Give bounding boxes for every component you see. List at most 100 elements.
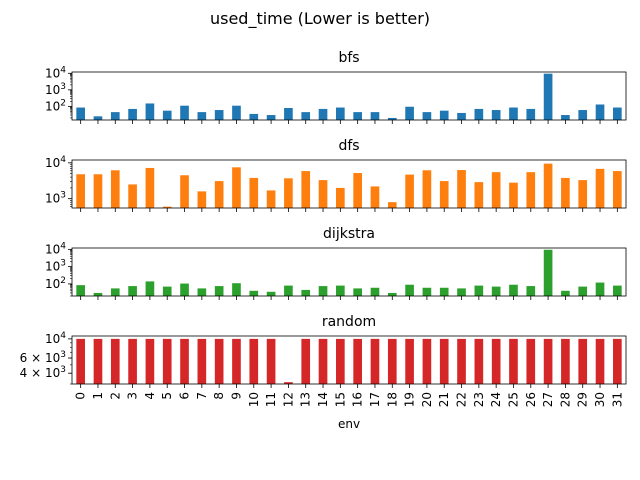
bar <box>197 191 207 208</box>
axes-frame <box>71 247 627 297</box>
y-tick-label: 4 × 103 <box>20 365 66 380</box>
x-tick-label: 20 <box>420 392 434 407</box>
x-tick-label: 22 <box>455 392 469 407</box>
bar <box>578 286 588 296</box>
bar <box>595 168 605 208</box>
bar <box>249 338 259 384</box>
bar <box>249 290 259 296</box>
bar <box>93 116 103 120</box>
bar <box>232 167 241 208</box>
bar <box>595 338 605 384</box>
subplot-title: dfs <box>338 138 359 154</box>
bar <box>232 338 241 384</box>
subplot-dfs: dfs 103 104 <box>45 138 627 212</box>
y-tick-label: 103 <box>45 259 66 274</box>
x-tick-label: 4 <box>143 392 157 400</box>
x-tick-label: 16 <box>351 392 365 407</box>
bar <box>145 281 155 296</box>
y-tick-label: 103 <box>45 191 66 206</box>
x-tick-label: 27 <box>541 392 555 407</box>
bar <box>318 338 328 384</box>
x-tick-label: 1 <box>91 392 105 400</box>
y-tick-label: 6 × 103 <box>20 350 66 365</box>
bar <box>266 115 276 120</box>
x-tick-label: 21 <box>437 392 451 407</box>
bar <box>145 167 155 208</box>
bar <box>249 113 259 120</box>
bar <box>491 172 501 208</box>
bar <box>336 285 345 296</box>
bar <box>214 110 224 120</box>
bar <box>526 286 536 296</box>
bar <box>543 338 553 384</box>
bar <box>180 283 189 296</box>
bar <box>387 117 397 120</box>
bar <box>128 184 137 208</box>
bar <box>266 338 276 384</box>
bar <box>214 338 224 384</box>
bar <box>197 288 207 296</box>
x-tick-label: 17 <box>368 392 382 407</box>
bar <box>110 170 120 208</box>
bar <box>439 181 449 208</box>
bar <box>370 112 380 120</box>
bar <box>353 112 362 120</box>
x-tick-label: 19 <box>403 392 417 407</box>
bar <box>422 287 432 296</box>
bar <box>561 115 570 120</box>
x-tick-label: 28 <box>558 392 572 407</box>
bar <box>145 103 155 120</box>
bar <box>110 112 120 120</box>
bar <box>526 172 536 208</box>
bar <box>301 112 311 120</box>
bar <box>405 338 414 384</box>
bar <box>509 338 518 384</box>
x-tick-label: 0 <box>74 392 88 400</box>
x-tick-label: 25 <box>506 392 520 407</box>
bar <box>162 286 172 296</box>
bar <box>145 338 155 384</box>
axes-frame <box>71 335 627 385</box>
subplot-title: dijkstra <box>323 226 375 242</box>
bar <box>561 290 570 296</box>
bar <box>353 338 362 384</box>
y-tick-label: 102 <box>45 276 66 291</box>
bar <box>387 202 397 208</box>
x-tick-label: 10 <box>247 392 261 407</box>
bar <box>232 283 241 296</box>
bar <box>474 182 484 208</box>
bar <box>422 112 432 120</box>
bar <box>162 110 172 120</box>
bar <box>370 186 380 208</box>
x-tick-label: 7 <box>195 392 209 400</box>
bar <box>318 286 328 296</box>
bar <box>405 174 414 208</box>
bar <box>128 108 137 120</box>
bar <box>457 288 466 296</box>
bar <box>232 105 241 120</box>
bar <box>249 177 259 208</box>
bar <box>491 110 501 120</box>
bar <box>543 73 553 120</box>
x-tick-label: 3 <box>126 392 140 400</box>
bar <box>353 173 362 208</box>
x-tick-label: 13 <box>299 392 313 407</box>
figure-title: used_time (Lower is better) <box>210 9 430 29</box>
x-tick-label: 8 <box>212 392 226 400</box>
bar <box>370 338 380 384</box>
x-tick-label: 23 <box>472 392 486 407</box>
bar <box>336 187 345 208</box>
y-tick-label: 104 <box>45 241 66 256</box>
bar <box>162 206 172 208</box>
bar <box>370 287 380 296</box>
bar <box>474 108 484 120</box>
bar <box>422 338 432 384</box>
x-tick-label: 2 <box>108 392 122 400</box>
x-tick-label: 29 <box>576 392 590 407</box>
bar <box>93 174 103 208</box>
bar <box>491 286 501 296</box>
bar <box>457 170 466 208</box>
bar <box>526 108 536 120</box>
